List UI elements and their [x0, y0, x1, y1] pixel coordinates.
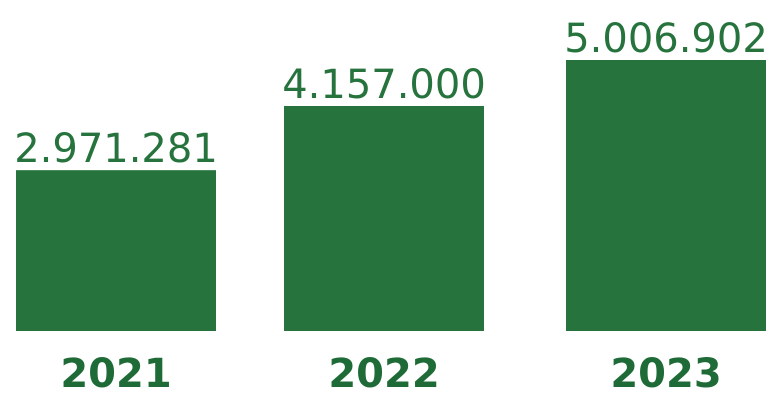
- value-labels-group: 2.971.281 4.157.000 5.006.902: [14, 16, 768, 172]
- category-label-2023: 2023: [610, 351, 721, 390]
- category-labels-group: 2021 2022 2023: [60, 351, 721, 394]
- value-label-2023: 5.006.902: [564, 16, 768, 62]
- value-label-2021: 2.971.281: [14, 126, 218, 172]
- bar-2021: [16, 170, 216, 331]
- category-label-2022: 2022: [328, 351, 439, 390]
- value-label-2022: 4.157.000: [282, 62, 486, 108]
- bars-group: [16, 60, 766, 331]
- category-label-2021: 2021: [60, 351, 171, 390]
- bar-2023: [566, 60, 766, 331]
- bar-2022: [284, 106, 484, 331]
